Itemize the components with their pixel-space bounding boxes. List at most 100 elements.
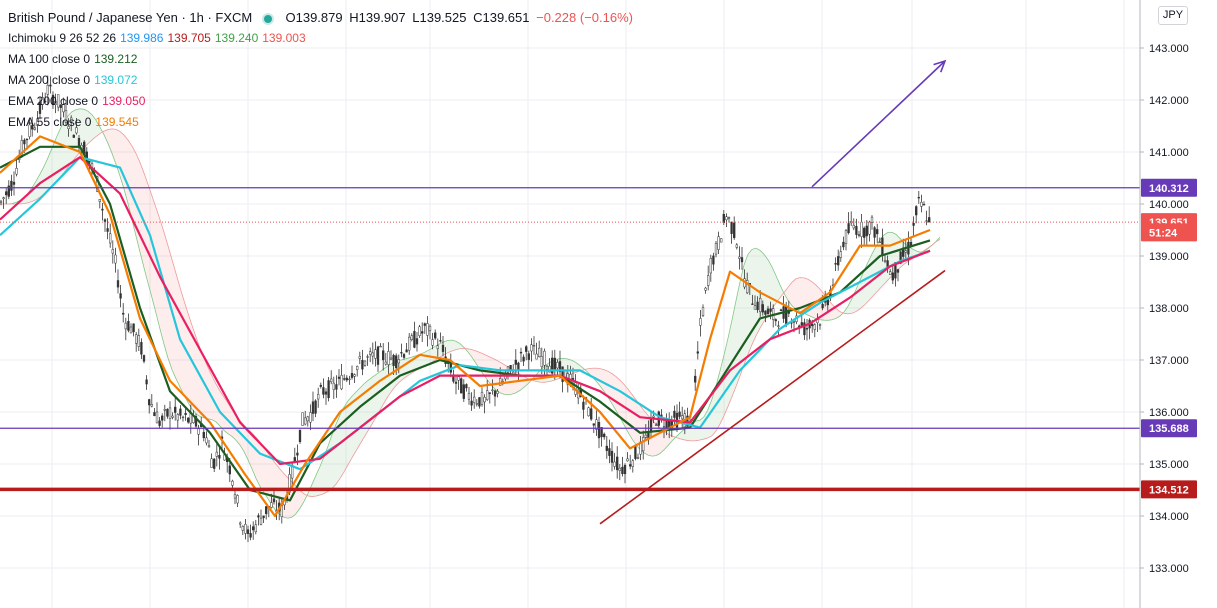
cloud-segment — [452, 340, 456, 351]
candle — [774, 318, 777, 326]
candle — [402, 353, 406, 360]
candle-body — [439, 340, 442, 342]
candle-body — [540, 356, 543, 368]
legend-symbol-row[interactable]: British Pound / Japanese Yen · 1h · FXCM… — [8, 7, 636, 28]
cloud-segment — [296, 486, 300, 514]
symbol-title[interactable]: British Pound / Japanese Yen · 1h · FXCM — [8, 10, 253, 25]
candle-body — [800, 322, 803, 326]
candle — [293, 447, 296, 463]
candle-body — [231, 480, 234, 486]
candle — [483, 394, 486, 414]
candle — [116, 269, 120, 294]
candle — [777, 320, 780, 336]
drawing-tools[interactable] — [599, 59, 947, 525]
candle — [111, 240, 114, 264]
indicator-list: Ichimoku 9 26 52 26 139.986 139.705 139.240… — [8, 28, 636, 133]
indicator-row[interactable]: EMA 200 close 0 139.050 — [8, 91, 636, 112]
ma-100-line — [0, 145, 931, 502]
candle-body — [309, 412, 312, 423]
candle-body — [163, 409, 166, 411]
candle — [600, 427, 603, 447]
candle-body — [137, 335, 140, 347]
candle — [174, 398, 177, 421]
candle — [376, 345, 380, 372]
candle-body — [725, 216, 728, 221]
candle-body — [751, 303, 754, 305]
candle — [163, 404, 166, 422]
candle-body — [382, 350, 385, 361]
candle — [38, 97, 42, 120]
candle — [57, 94, 60, 112]
candle-body — [707, 275, 710, 286]
candle-body — [103, 219, 107, 222]
candle-body — [142, 355, 146, 362]
candle-body — [714, 242, 718, 255]
candle — [262, 515, 265, 524]
candle — [265, 506, 268, 520]
candle-body — [662, 426, 666, 428]
candle-body — [41, 97, 44, 106]
candle — [171, 412, 174, 420]
candle-body — [551, 357, 554, 374]
candle — [803, 318, 806, 340]
candle-body — [436, 345, 439, 349]
candle — [153, 408, 156, 417]
cloud-segment — [816, 285, 820, 320]
indicator-row[interactable]: EMA 55 close 0 139.545 — [8, 112, 636, 133]
candle-body — [753, 305, 757, 310]
candle-body — [925, 220, 928, 222]
price-axis[interactable]: 133.000 134.000 135.000 136.000 137.000 138.0… — [1139, 0, 1217, 608]
candle — [454, 376, 458, 395]
cloud-segment — [368, 377, 372, 431]
axis-tick-label: 138.000 — [1149, 303, 1189, 315]
candle-body — [402, 354, 406, 358]
candle-body — [441, 344, 445, 352]
candle — [839, 245, 842, 262]
candle-body — [423, 323, 426, 326]
candle-body — [114, 254, 117, 264]
candle-body — [616, 456, 619, 471]
price-axis-background — [1140, 0, 1217, 608]
candle-body — [319, 384, 322, 387]
candle — [818, 323, 822, 330]
candle — [72, 134, 75, 138]
candle — [298, 429, 302, 444]
candle-body — [166, 408, 169, 417]
candle — [239, 521, 242, 528]
candle-body — [187, 417, 190, 423]
arrow-line — [811, 60, 946, 188]
cloud-segment — [600, 368, 604, 392]
candle — [109, 223, 112, 248]
cloud-segment — [516, 371, 520, 393]
candle — [361, 349, 364, 376]
candle-body — [51, 94, 55, 106]
indicator-value: 139.240 — [214, 31, 259, 45]
candle — [330, 370, 333, 385]
candle-body — [915, 206, 918, 216]
cloud-segment — [588, 368, 592, 377]
candle-body — [597, 422, 601, 439]
candle — [356, 365, 359, 377]
indicator-value: 139.212 — [94, 52, 138, 66]
candle — [137, 328, 140, 352]
candle-body — [239, 522, 242, 525]
indicator-row[interactable]: MA 200 close 0 139.072 — [8, 70, 636, 91]
candle-body — [454, 381, 458, 384]
indicator-row[interactable]: MA 100 close 0 139.212 — [8, 49, 636, 70]
indicator-row[interactable]: Ichimoku 9 26 52 26 139.986 139.705 139.240… — [8, 28, 636, 49]
candle — [928, 206, 931, 223]
candle-body — [270, 502, 273, 508]
candle-body — [241, 526, 244, 531]
cloud-segment — [472, 349, 476, 364]
candle-body — [174, 406, 177, 413]
candle-body — [64, 110, 68, 123]
cloud-segment — [420, 352, 424, 369]
currency-button[interactable]: JPY — [1158, 6, 1188, 25]
candle — [101, 202, 104, 221]
candle-body — [369, 351, 372, 355]
candle-body — [236, 495, 239, 504]
candle — [730, 221, 733, 244]
candle-body — [746, 279, 749, 294]
candle-body — [374, 349, 377, 359]
